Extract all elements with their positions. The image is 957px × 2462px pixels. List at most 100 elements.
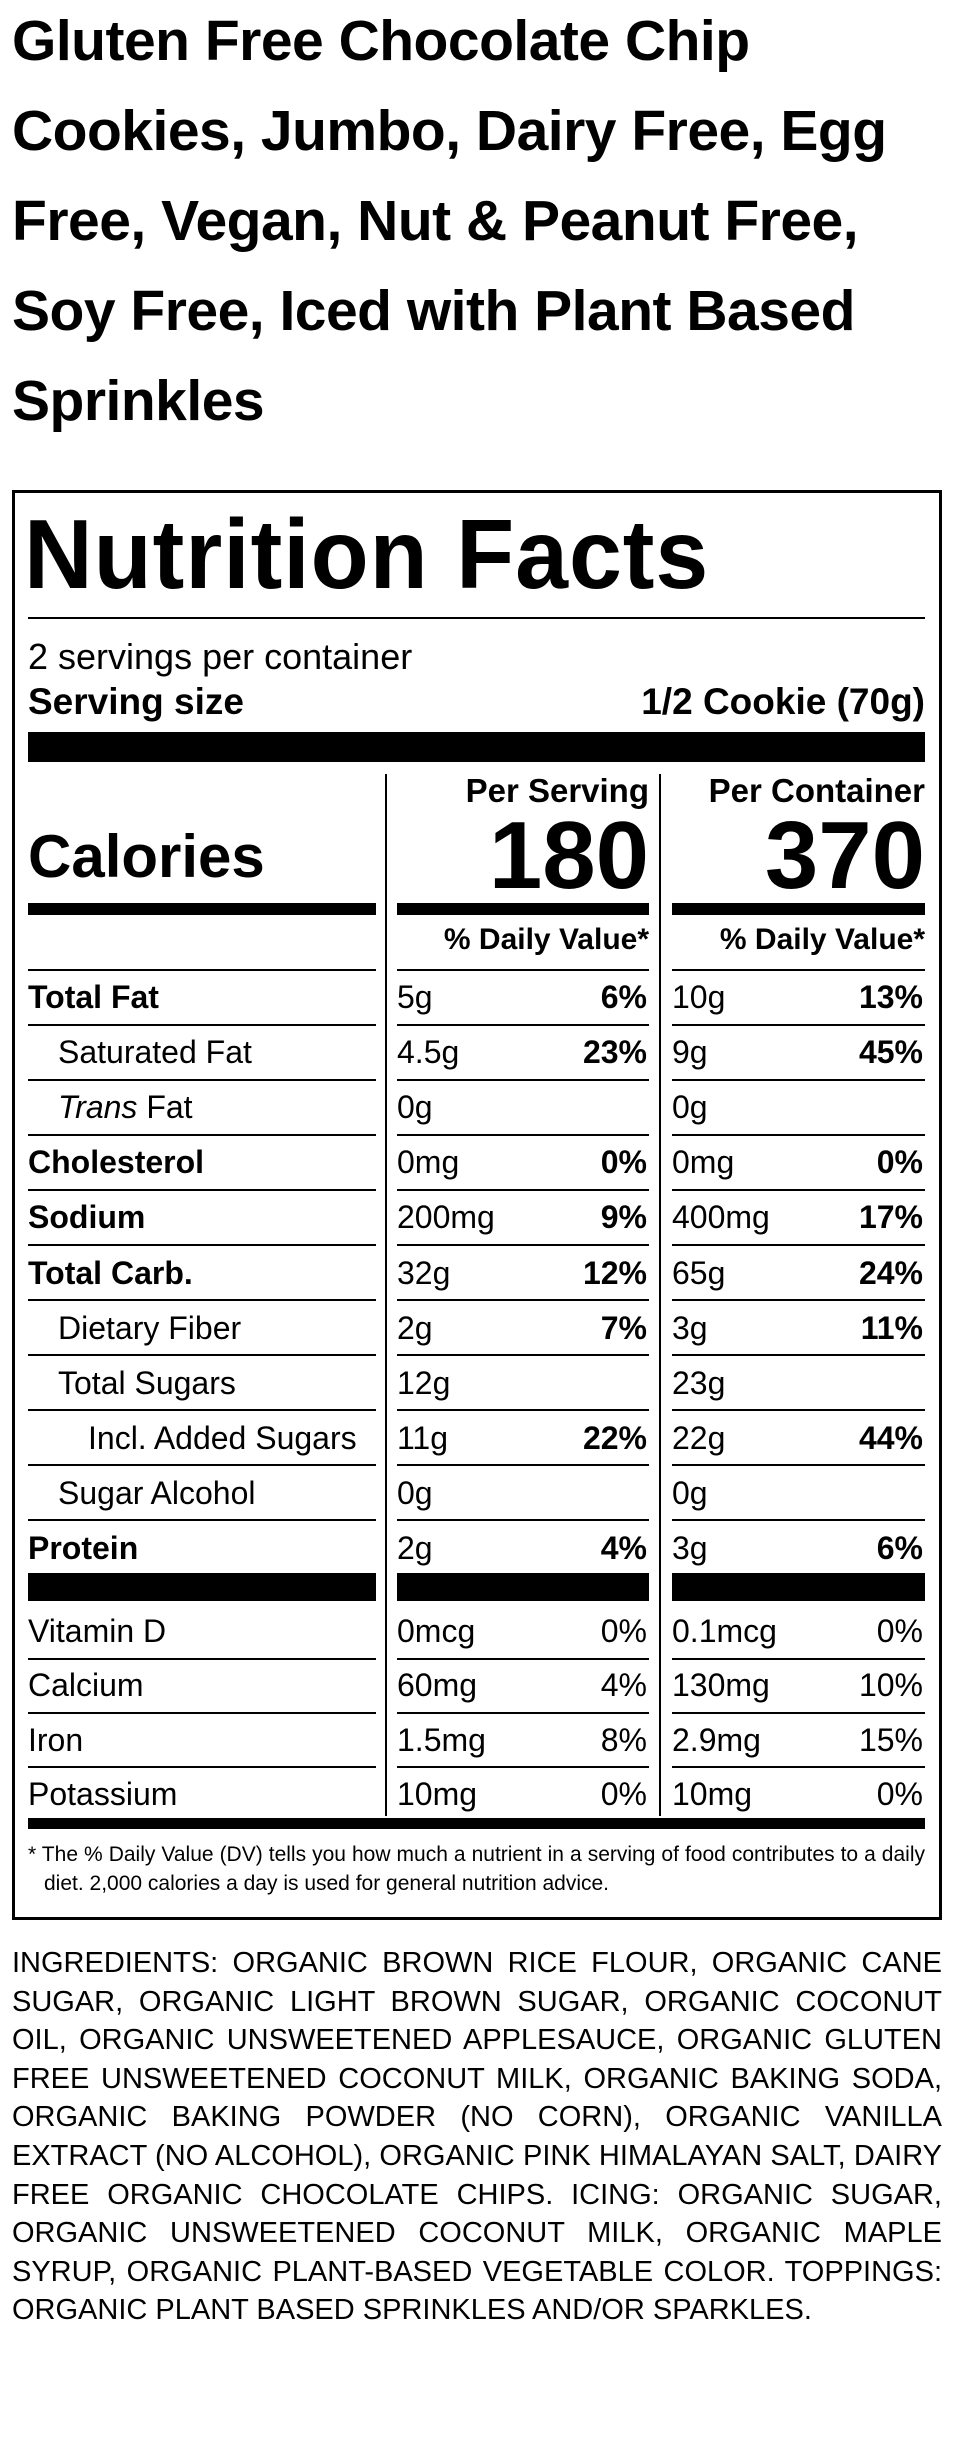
amount: 23g <box>672 1364 726 1401</box>
nutrient-name: Saturated Fat <box>58 1034 252 1071</box>
daily-value: 0% <box>876 1776 923 1813</box>
amount: 3g <box>672 1530 708 1566</box>
amount: 0mcg <box>397 1613 476 1649</box>
heading: Nutrition Facts <box>24 499 710 609</box>
row-rule <box>28 1712 376 1714</box>
row-rule <box>28 1244 376 1246</box>
row-rule <box>672 1024 925 1026</box>
amount: 10mg <box>397 1776 478 1813</box>
thick-rule <box>28 903 376 915</box>
amount: 130mg <box>672 1667 770 1704</box>
nutrient-name: Calcium <box>28 1667 144 1704</box>
amount: 12g <box>397 1364 451 1401</box>
row-rule <box>672 1766 925 1768</box>
calories-label: Calories <box>28 823 265 890</box>
amount: 10mg <box>672 1776 753 1813</box>
column-header: Per Container <box>708 772 925 809</box>
row-rule <box>28 1299 376 1301</box>
column-divider <box>659 774 661 1816</box>
row-rule <box>397 1299 649 1301</box>
daily-value: 24% <box>858 1254 923 1291</box>
thick-rule <box>28 1573 376 1601</box>
product-title: Gluten Free Chocolate Chip Cookies, Jumb… <box>12 9 887 433</box>
row-rule <box>28 1766 376 1768</box>
servings: 2 servings per container <box>28 636 413 677</box>
amount: 3g <box>672 1309 708 1346</box>
row-rule <box>28 1079 376 1081</box>
thick-rule <box>397 903 649 915</box>
dv-header: % Daily Value* <box>719 923 925 956</box>
amount: 0g <box>397 1474 433 1511</box>
thick-rule <box>397 1573 649 1601</box>
daily-value: 22% <box>582 1419 647 1456</box>
nutrient-name: Total Sugars <box>58 1364 236 1401</box>
daily-value: 4% <box>600 1530 647 1566</box>
amount: 400mg <box>672 1199 770 1236</box>
row-rule <box>397 1244 649 1246</box>
row-rule <box>28 1519 376 1521</box>
amount: 2g <box>397 1309 433 1346</box>
amount: 0mg <box>672 1144 735 1181</box>
daily-value: 6% <box>876 1530 923 1566</box>
amount: 10g <box>672 979 726 1015</box>
row-rule <box>28 1409 376 1411</box>
amount: 65g <box>672 1254 726 1291</box>
nutrient-name: Dietary Fiber <box>58 1309 242 1346</box>
row-rule <box>397 1766 649 1768</box>
calories-value: 180 <box>488 802 649 909</box>
dv-header: % Daily Value* <box>443 923 649 956</box>
nutrient-name: Iron <box>28 1721 84 1758</box>
row-rule <box>397 1134 649 1136</box>
row-rule <box>672 1409 925 1411</box>
row-rule <box>397 1189 649 1191</box>
row-rule <box>397 1409 649 1411</box>
row-rule <box>28 1354 376 1356</box>
daily-value: 15% <box>858 1721 923 1758</box>
amount: 200mg <box>397 1199 495 1236</box>
daily-value: 4% <box>600 1667 647 1704</box>
amount: 11g <box>397 1419 449 1456</box>
calories-value: 370 <box>764 802 925 909</box>
row-rule <box>397 969 649 971</box>
nutrient-name-italic: Trans <box>58 1089 138 1126</box>
daily-value: 12% <box>582 1254 647 1291</box>
nutrient-name: Total Fat <box>28 979 159 1015</box>
row-rule <box>672 1658 925 1660</box>
daily-value: 0% <box>876 1613 923 1649</box>
row-rule <box>397 1354 649 1356</box>
amount: 4.5g <box>397 1034 460 1071</box>
column-divider <box>385 774 387 1816</box>
amount: 2.9mg <box>672 1721 761 1758</box>
row-rule <box>397 1519 649 1521</box>
daily-value: 7% <box>600 1309 647 1346</box>
thick-rule <box>672 1573 925 1601</box>
nutrient-name-text: Fat <box>146 1089 193 1126</box>
nutrient-name: Potassium <box>28 1776 178 1813</box>
thick-rule <box>28 1818 925 1829</box>
row-rule <box>397 1024 649 1026</box>
amount: 0g <box>672 1474 708 1511</box>
row-rule <box>672 1464 925 1466</box>
serving-size: 1/2 Cookie (70g) <box>641 681 925 722</box>
row-rule <box>28 1464 376 1466</box>
row-rule <box>28 1658 376 1660</box>
row-rule <box>672 1354 925 1356</box>
daily-value: 17% <box>858 1199 923 1236</box>
nutrient-name: Trans Fat <box>58 1080 193 1134</box>
nutrient-name: Sodium <box>28 1199 146 1236</box>
amount: 9g <box>672 1034 708 1071</box>
daily-value: 6% <box>600 979 647 1015</box>
amount: 0mg <box>397 1144 460 1181</box>
serving-size-label: Serving size <box>28 681 244 722</box>
daily-value: 0% <box>600 1144 647 1181</box>
row-rule <box>672 1299 925 1301</box>
thick-rule <box>672 903 925 915</box>
column-header: Per Serving <box>465 772 649 809</box>
row-rule <box>672 1189 925 1191</box>
daily-value: 0% <box>600 1776 647 1813</box>
row-rule <box>672 1712 925 1714</box>
amount: 0.1mcg <box>672 1613 777 1649</box>
nutrient-name: Cholesterol <box>28 1144 205 1181</box>
row-rule <box>672 1079 925 1081</box>
